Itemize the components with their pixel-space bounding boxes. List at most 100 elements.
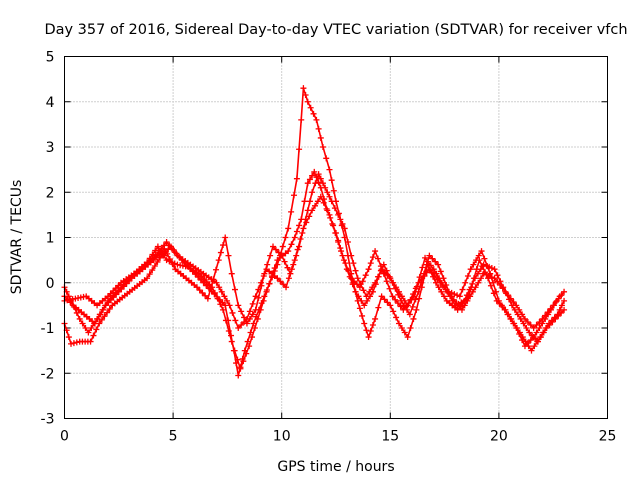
data-point-marker <box>76 315 83 322</box>
data-point-marker <box>526 329 533 336</box>
data-point-marker <box>158 245 165 252</box>
chart-title: Day 357 of 2016, Sidereal Day-to-day VTE… <box>44 22 627 38</box>
data-point-marker <box>225 252 232 259</box>
data-point-marker <box>550 302 557 309</box>
data-point-marker <box>410 315 417 322</box>
data-point-marker <box>450 296 457 303</box>
data-point-marker <box>317 175 324 182</box>
data-point-marker <box>406 311 413 318</box>
data-point-marker <box>296 146 303 153</box>
data-point-marker <box>196 287 203 294</box>
data-point-marker <box>337 216 344 223</box>
data-point-marker <box>328 198 335 205</box>
data-point-marker <box>163 239 170 246</box>
data-point-marker <box>293 228 300 235</box>
data-point-marker <box>211 289 218 296</box>
data-point-marker <box>352 267 359 274</box>
data-point-marker <box>407 325 414 331</box>
plot-frame <box>64 56 608 419</box>
series-line <box>63 87 565 377</box>
x-tick-label: 10 <box>273 429 291 445</box>
data-point-marker <box>521 343 528 350</box>
data-point-marker <box>226 302 233 309</box>
data-point-marker <box>324 189 331 196</box>
data-point-marker <box>304 180 311 187</box>
data-point-marker <box>361 302 368 309</box>
data-point-marker <box>427 262 434 269</box>
series-line <box>64 196 565 329</box>
data-point-marker <box>490 279 497 286</box>
data-point-marker <box>330 187 337 194</box>
data-point-marker <box>459 286 466 293</box>
data-point-marker <box>420 272 427 279</box>
data-point-marker <box>350 260 357 267</box>
data-point-marker <box>484 263 491 270</box>
data-point-marker <box>70 340 77 347</box>
data-point-marker <box>423 269 430 276</box>
series-3 <box>61 171 563 350</box>
data-point-marker <box>281 258 288 265</box>
data-point-marker <box>494 278 501 285</box>
data-point-marker <box>288 241 295 248</box>
data-point-marker <box>282 234 289 241</box>
data-point-marker <box>223 297 230 304</box>
x-tick-label: 25 <box>599 429 617 445</box>
data-point-marker <box>467 266 474 273</box>
data-point-marker <box>530 325 537 331</box>
data-point-marker <box>202 292 209 299</box>
data-point-marker <box>461 302 468 309</box>
data-point-marker <box>355 293 362 300</box>
data-point-marker <box>543 325 550 331</box>
data-point-marker <box>523 325 530 331</box>
data-point-marker <box>486 272 493 279</box>
data-point-marker <box>315 171 322 178</box>
data-point-marker <box>217 301 224 308</box>
data-point-marker <box>544 309 551 316</box>
data-point-marker <box>475 252 482 259</box>
data-point-marker <box>144 275 151 282</box>
data-point-marker <box>435 261 442 268</box>
x-tick-label: 15 <box>381 429 399 445</box>
data-point-marker <box>319 180 326 187</box>
data-point-marker <box>367 293 374 300</box>
x-tick-label: 5 <box>169 429 178 445</box>
data-point-marker <box>480 261 487 268</box>
data-point-marker <box>524 340 531 347</box>
data-point-marker <box>527 337 534 344</box>
data-point-marker <box>496 282 503 289</box>
data-point-marker <box>549 318 556 325</box>
data-point-marker <box>264 261 271 268</box>
data-point-marker <box>437 268 444 275</box>
data-point-marker <box>232 286 239 293</box>
data-point-marker <box>466 286 473 293</box>
data-point-marker <box>423 261 430 268</box>
data-point-marker <box>456 293 463 300</box>
data-point-marker <box>241 318 248 325</box>
data-point-marker <box>294 246 301 253</box>
data-point-marker <box>401 297 408 304</box>
data-point-marker <box>319 144 326 150</box>
data-point-marker <box>339 220 346 227</box>
data-point-marker <box>413 306 420 313</box>
y-axis-label: SDTVAR / TECUs <box>9 180 25 295</box>
data-point-marker <box>160 252 167 259</box>
data-point-marker <box>315 179 322 186</box>
data-point-marker <box>416 295 423 302</box>
data-point-marker <box>291 192 298 199</box>
data-point-marker <box>407 296 414 303</box>
data-point-marker <box>415 279 422 286</box>
data-point-marker <box>393 314 400 321</box>
data-point-marker <box>493 288 500 295</box>
y-tick-label: 3 <box>46 140 55 156</box>
data-point-marker <box>254 315 261 322</box>
data-point-marker <box>296 222 303 229</box>
data-point-marker <box>228 338 235 345</box>
data-point-marker <box>505 292 512 299</box>
data-point-marker <box>207 285 214 292</box>
data-point-marker <box>228 270 235 277</box>
data-point-marker <box>384 299 391 306</box>
data-point-marker <box>306 176 313 183</box>
data-point-marker <box>403 306 410 313</box>
data-point-marker <box>375 304 382 311</box>
